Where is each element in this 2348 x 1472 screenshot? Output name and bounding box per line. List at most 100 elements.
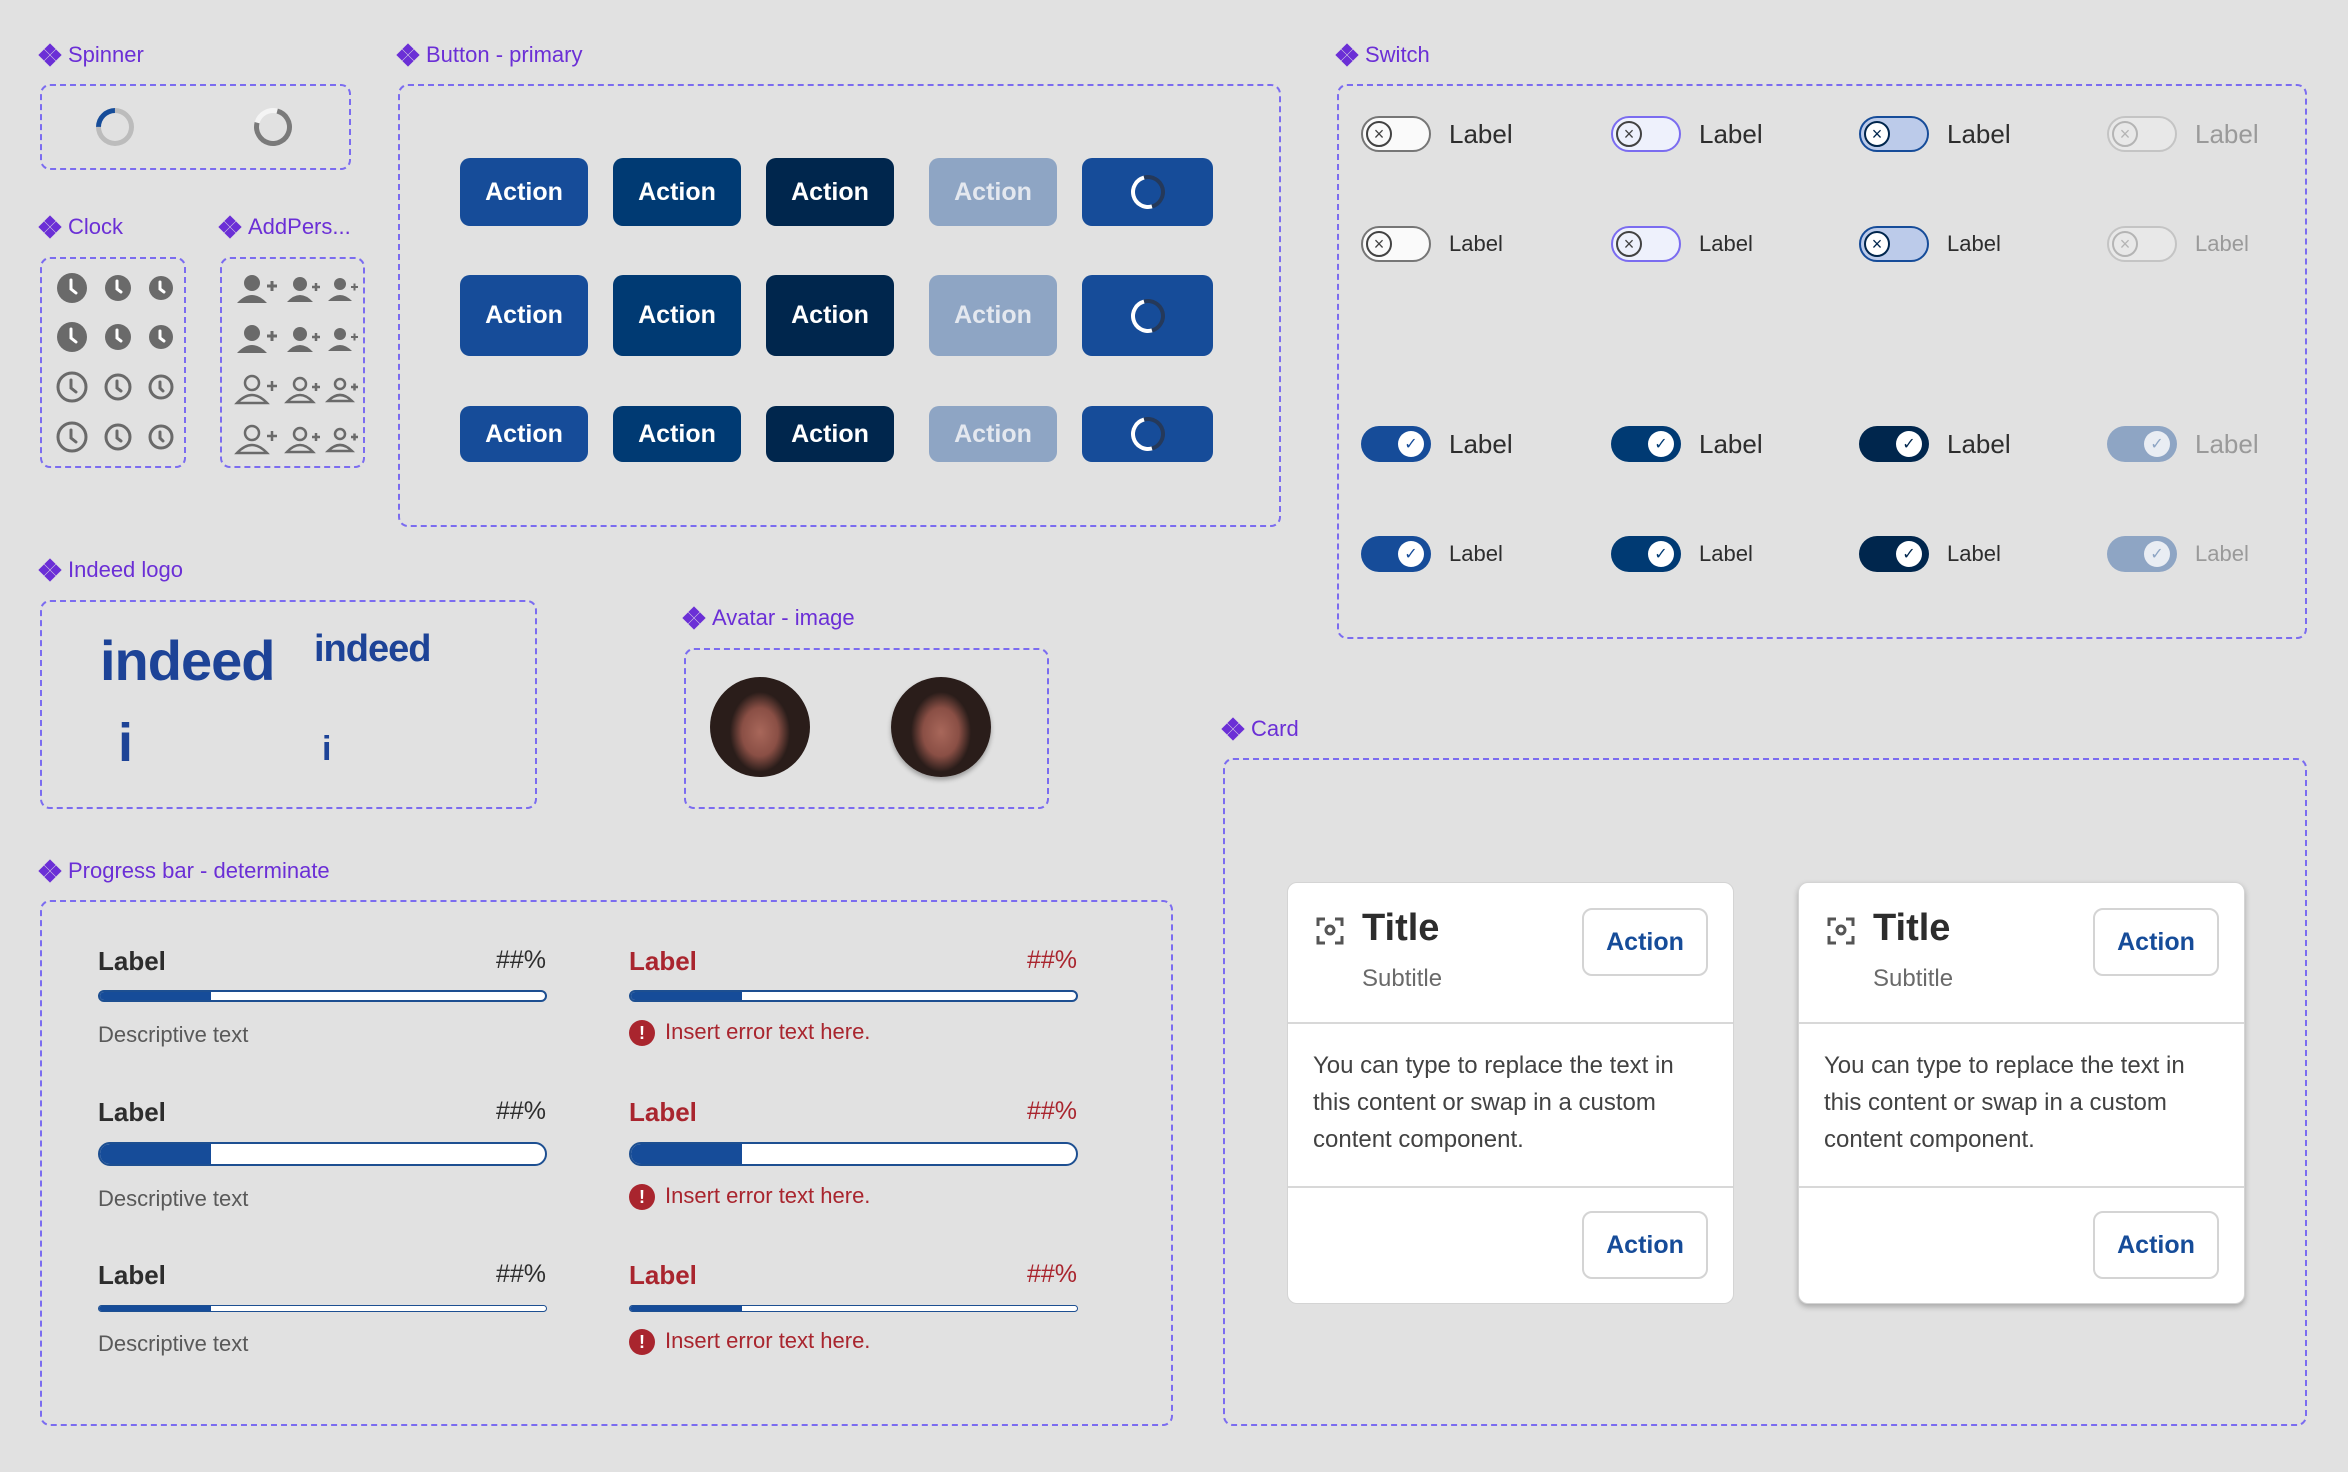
spinner-icon (1124, 410, 1171, 458)
close-icon: × (1616, 121, 1642, 147)
action-button-active[interactable]: Action (766, 275, 894, 356)
check-icon: ✓ (2144, 541, 2170, 567)
switch-on-disabled-small[interactable]: ✓ Label (2107, 536, 2249, 572)
focus-icon (1827, 917, 1855, 945)
component-icon (396, 43, 420, 67)
card-footer-action-button[interactable]: Action (2093, 1211, 2219, 1279)
divider (1288, 1186, 1733, 1188)
card-title: Title (1362, 907, 1440, 949)
section-label-clock: Clock (38, 214, 123, 240)
action-button-hover[interactable]: Action (613, 406, 741, 462)
action-button-active[interactable]: Action (766, 158, 894, 226)
progress-error-percent: ##% (1027, 1097, 1078, 1125)
avatar (891, 677, 991, 777)
action-button-loading[interactable] (1082, 158, 1213, 226)
progress-error-text: Insert error text here. (665, 1019, 871, 1044)
action-button-disabled[interactable]: Action (929, 275, 1057, 356)
progress-description: Descriptive text (98, 1331, 249, 1356)
progress-description: Descriptive text (98, 1022, 249, 1047)
progress-bar (98, 1305, 547, 1312)
error-icon: ! (629, 1184, 655, 1211)
switch-off-default-small[interactable]: × Label (1361, 226, 1503, 262)
switch-on-default[interactable]: ✓ Label (1361, 426, 1513, 462)
action-button-default[interactable]: Action (460, 406, 588, 462)
divider (1799, 1022, 2244, 1024)
section-label-switch: Switch (1335, 42, 1430, 68)
switch-on-hover[interactable]: ✓ Label (1611, 426, 1763, 462)
spinner-icon (88, 100, 142, 154)
check-icon: ✓ (1648, 541, 1674, 567)
switch-off-active-small[interactable]: × Label (1859, 226, 2001, 262)
component-icon (38, 558, 62, 582)
switch-on-default-small[interactable]: ✓ Label (1361, 536, 1503, 572)
progress-error-label: Label (629, 946, 697, 976)
close-icon: × (1366, 121, 1392, 147)
divider (1288, 1022, 1733, 1024)
card-title: Title (1873, 907, 1951, 949)
card-elevated: Title Subtitle Action You can type to re… (1798, 882, 2245, 1304)
progress-description: Descriptive text (98, 1186, 249, 1211)
card-header-action-button[interactable]: Action (2093, 908, 2219, 976)
section-label-button-primary: Button - primary (396, 42, 583, 68)
action-button-default[interactable]: Action (460, 275, 588, 356)
switch-off-hover[interactable]: × Label (1611, 116, 1763, 152)
switch-on-active[interactable]: ✓ Label (1859, 426, 2011, 462)
button-primary-frame: Action Action Action Action Action Actio… (398, 84, 1281, 527)
clock-frame (40, 257, 186, 468)
progress-bar-error (629, 1305, 1078, 1312)
card-subtitle: Subtitle (1873, 965, 1954, 992)
check-icon: ✓ (1648, 431, 1674, 457)
close-icon: × (1616, 231, 1642, 257)
switch-off-hover-small[interactable]: × Label (1611, 226, 1753, 262)
action-button-default[interactable]: Action (460, 158, 588, 226)
switch-off-disabled-small[interactable]: × Label (2107, 226, 2249, 262)
indeed-glyph-large: i (118, 713, 133, 773)
card-header-action-button[interactable]: Action (1582, 908, 1708, 976)
close-icon: × (1366, 231, 1392, 257)
action-button-hover[interactable]: Action (613, 158, 741, 226)
switch-off-disabled[interactable]: × Label (2107, 116, 2259, 152)
close-icon: × (1864, 121, 1890, 147)
switch-on-active-small[interactable]: ✓ Label (1859, 536, 2001, 572)
focus-icon (1316, 917, 1344, 945)
progress-bar (98, 990, 547, 1002)
progress-label: Label (98, 1260, 166, 1290)
section-label-card: Card (1221, 716, 1299, 742)
progress-bar-error (629, 1142, 1078, 1166)
progress-percent: ##% (496, 1097, 547, 1125)
switch-on-hover-small[interactable]: ✓ Label (1611, 536, 1753, 572)
action-button-active[interactable]: Action (766, 406, 894, 462)
progress-bar-frame: Label ##% Descriptive text Label ##% ! In… (40, 900, 1173, 1426)
component-icon (38, 859, 62, 883)
divider (1799, 1186, 2244, 1188)
card-subtitle: Subtitle (1362, 965, 1443, 992)
check-icon: ✓ (1398, 541, 1424, 567)
progress-label: Label (98, 946, 166, 976)
progress-bar-error (629, 990, 1078, 1002)
card-footer-action-button[interactable]: Action (1582, 1211, 1708, 1279)
progress-error-label: Label (629, 1097, 697, 1127)
close-icon: × (2112, 121, 2138, 147)
action-button-hover[interactable]: Action (613, 275, 741, 356)
section-label-indeed-logo: Indeed logo (38, 557, 183, 583)
switch-off-active[interactable]: × Label (1859, 116, 2011, 152)
section-label-avatar: Avatar - image (682, 605, 855, 631)
component-icon (682, 606, 706, 630)
action-button-disabled[interactable]: Action (929, 406, 1057, 462)
action-button-loading[interactable] (1082, 275, 1213, 356)
card-body-text: You can type to replace the text in this… (1824, 1052, 2185, 1153)
switch-on-disabled[interactable]: ✓ Label (2107, 426, 2259, 462)
indeed-glyph-small: i (322, 730, 332, 768)
close-icon: × (2112, 231, 2138, 257)
component-icon (38, 215, 62, 239)
check-icon: ✓ (1896, 541, 1922, 567)
action-button-disabled[interactable]: Action (929, 158, 1057, 226)
action-button-loading[interactable] (1082, 406, 1213, 462)
switch-off-default[interactable]: × Label (1361, 116, 1513, 152)
check-icon: ✓ (1896, 431, 1922, 457)
spinner-icon (247, 101, 299, 153)
section-label-progress-bar: Progress bar - determinate (38, 858, 330, 884)
component-icon (218, 215, 242, 239)
progress-error-label: Label (629, 1260, 697, 1290)
error-icon: ! (629, 1329, 655, 1356)
